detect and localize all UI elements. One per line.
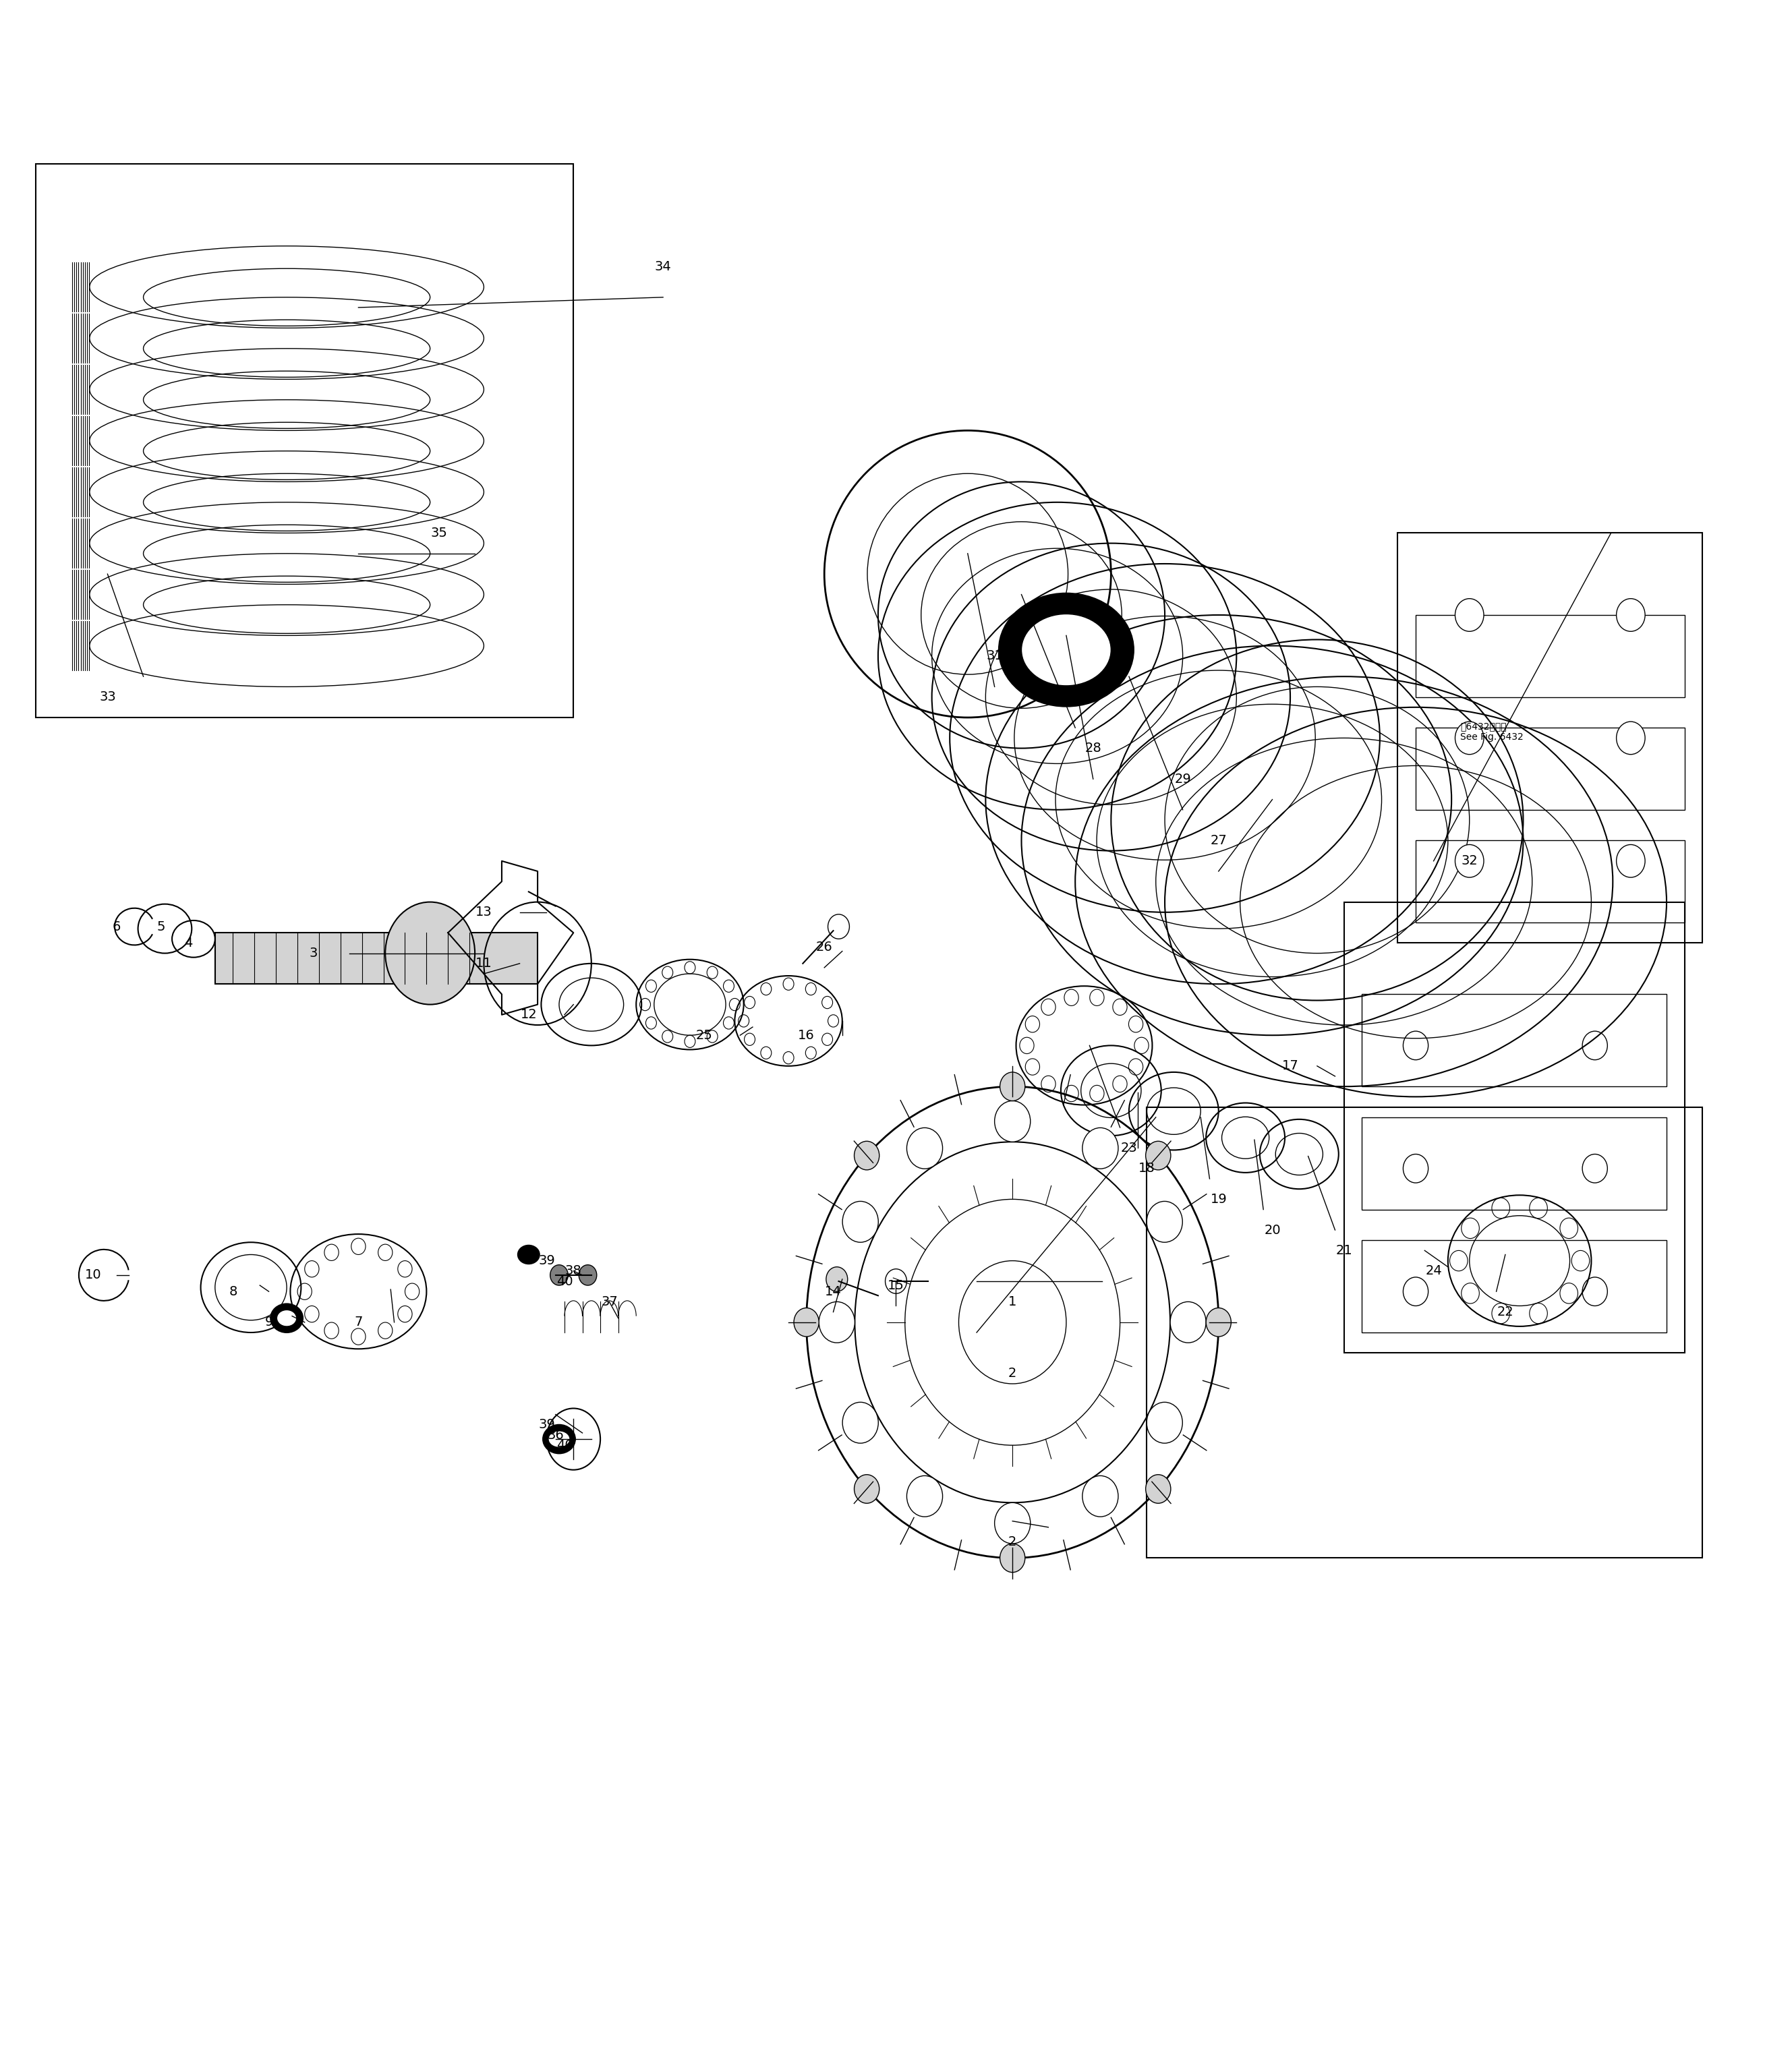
Circle shape xyxy=(385,902,475,1004)
Text: 7: 7 xyxy=(355,1316,362,1328)
Ellipse shape xyxy=(548,1431,570,1447)
Bar xyxy=(1416,728,1684,810)
Circle shape xyxy=(1616,722,1645,754)
Text: 9: 9 xyxy=(265,1316,272,1328)
Bar xyxy=(1362,1240,1667,1332)
Circle shape xyxy=(1455,599,1484,631)
Text: 30: 30 xyxy=(1066,691,1084,703)
Bar xyxy=(36,164,573,717)
Text: 29: 29 xyxy=(1174,773,1192,785)
Circle shape xyxy=(1000,1544,1025,1572)
Circle shape xyxy=(842,1201,878,1242)
Text: 8: 8 xyxy=(229,1285,237,1298)
Text: 5: 5 xyxy=(158,920,165,933)
Circle shape xyxy=(1616,845,1645,877)
Text: 31: 31 xyxy=(986,650,1004,662)
Ellipse shape xyxy=(271,1304,303,1332)
Text: 18: 18 xyxy=(1138,1162,1156,1175)
Text: 22: 22 xyxy=(1496,1306,1514,1318)
Circle shape xyxy=(550,1265,568,1285)
Circle shape xyxy=(1082,1476,1118,1517)
Circle shape xyxy=(855,1142,880,1171)
Circle shape xyxy=(1455,722,1484,754)
Text: 40: 40 xyxy=(556,1439,573,1451)
Text: 33: 33 xyxy=(99,691,116,703)
Ellipse shape xyxy=(1021,615,1111,685)
Circle shape xyxy=(842,1402,878,1443)
Text: 27: 27 xyxy=(1210,834,1228,847)
Ellipse shape xyxy=(543,1425,575,1453)
Circle shape xyxy=(794,1308,819,1337)
Circle shape xyxy=(1145,1474,1170,1503)
Text: 24: 24 xyxy=(1425,1265,1443,1277)
Text: 40: 40 xyxy=(556,1275,573,1287)
Ellipse shape xyxy=(276,1310,296,1326)
Bar xyxy=(1362,1117,1667,1209)
Text: 21: 21 xyxy=(1335,1244,1353,1257)
Circle shape xyxy=(1455,845,1484,877)
Circle shape xyxy=(907,1476,943,1517)
Circle shape xyxy=(1000,1072,1025,1101)
Bar xyxy=(1362,994,1667,1086)
Bar xyxy=(1344,902,1684,1353)
Text: 17: 17 xyxy=(1281,1060,1299,1072)
Text: 14: 14 xyxy=(824,1285,842,1298)
Text: 23: 23 xyxy=(1120,1142,1138,1154)
Text: 32: 32 xyxy=(1460,855,1478,867)
Text: 39: 39 xyxy=(538,1255,556,1267)
Text: 3: 3 xyxy=(310,947,317,959)
Ellipse shape xyxy=(518,1244,539,1263)
Text: 39: 39 xyxy=(538,1419,556,1431)
Bar xyxy=(215,933,538,984)
Text: 13: 13 xyxy=(475,906,493,918)
Text: 15: 15 xyxy=(887,1279,905,1292)
Circle shape xyxy=(579,1265,597,1285)
Text: 10: 10 xyxy=(84,1269,102,1281)
Text: 12: 12 xyxy=(520,1009,538,1021)
Circle shape xyxy=(907,1128,943,1168)
Circle shape xyxy=(1206,1308,1231,1337)
Text: 37: 37 xyxy=(600,1296,618,1308)
Text: 20: 20 xyxy=(1263,1224,1281,1236)
Text: 6: 6 xyxy=(113,920,120,933)
Text: 16: 16 xyxy=(797,1029,815,1041)
Text: 28: 28 xyxy=(1084,742,1102,754)
Circle shape xyxy=(1145,1142,1170,1171)
Circle shape xyxy=(1616,599,1645,631)
Ellipse shape xyxy=(998,594,1133,705)
Circle shape xyxy=(995,1101,1030,1142)
Text: 第6432図参照
See Fig. 6432: 第6432図参照 See Fig. 6432 xyxy=(1460,722,1523,742)
Circle shape xyxy=(1170,1302,1206,1343)
Bar xyxy=(1416,840,1684,922)
Circle shape xyxy=(995,1503,1030,1544)
Circle shape xyxy=(826,1267,848,1292)
Text: 38: 38 xyxy=(564,1265,582,1277)
Circle shape xyxy=(819,1302,855,1343)
Text: 34: 34 xyxy=(654,260,672,273)
Text: 4: 4 xyxy=(185,937,192,949)
Circle shape xyxy=(855,1474,880,1503)
Text: 19: 19 xyxy=(1210,1193,1228,1205)
Text: 1: 1 xyxy=(1009,1296,1016,1308)
Bar xyxy=(1416,615,1684,697)
Circle shape xyxy=(1147,1402,1183,1443)
Circle shape xyxy=(1147,1201,1183,1242)
Text: 36: 36 xyxy=(547,1429,564,1441)
Text: 11: 11 xyxy=(475,957,493,970)
Bar xyxy=(1147,1107,1702,1558)
Bar xyxy=(1398,533,1702,943)
Text: 35: 35 xyxy=(430,527,448,539)
Circle shape xyxy=(1082,1128,1118,1168)
Text: 26: 26 xyxy=(815,941,833,953)
Text: 2: 2 xyxy=(1009,1535,1016,1548)
Text: 2: 2 xyxy=(1009,1367,1016,1380)
Text: 25: 25 xyxy=(695,1029,713,1041)
